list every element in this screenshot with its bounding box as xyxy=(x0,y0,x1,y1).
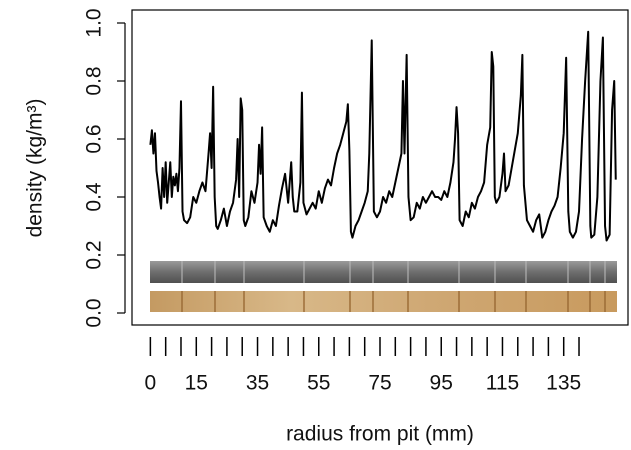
x-tick-label: 135 xyxy=(546,372,581,395)
y-tick-label: 0.8 xyxy=(83,66,106,95)
x-tick-label: 95 xyxy=(430,372,453,395)
x-tick-label: 35 xyxy=(246,372,269,395)
y-tick-label: 0.0 xyxy=(83,298,106,327)
y-tick-label: 0.4 xyxy=(83,182,106,212)
data-line xyxy=(149,30,617,242)
wood-strip xyxy=(150,291,617,312)
x-tick-label: 0 xyxy=(145,372,157,395)
x-tick-label: 55 xyxy=(307,372,330,395)
x-tick-label: 115 xyxy=(486,372,519,395)
y-tick-label: 1.0 xyxy=(83,8,106,37)
x-axis-title: radius from pit (mm) xyxy=(286,423,474,446)
y-axis-title: density (kg/m³) xyxy=(24,99,47,238)
y-tick-label: 0.6 xyxy=(83,124,106,153)
plot-frame xyxy=(131,9,629,326)
x-tick-label: 75 xyxy=(368,372,391,395)
y-tick-label: 0.2 xyxy=(83,240,106,269)
xray-strip xyxy=(150,261,617,283)
x-tick-label: 15 xyxy=(185,372,208,395)
